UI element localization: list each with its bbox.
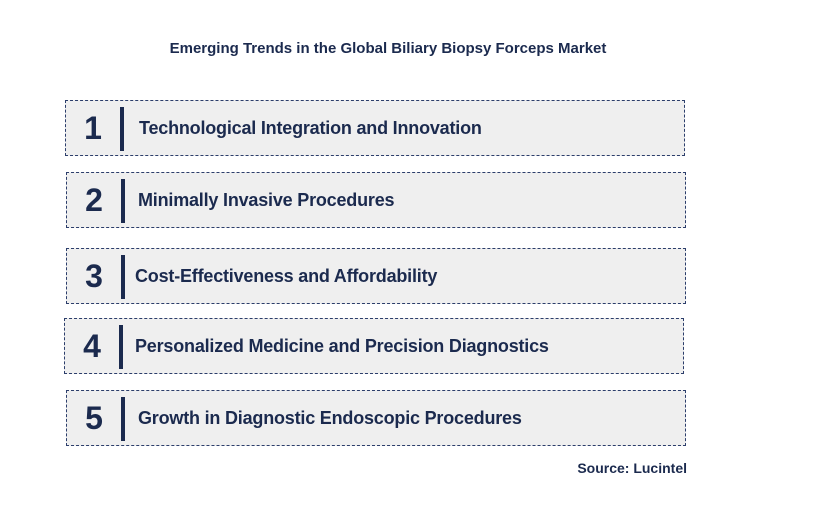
trend-divider [121, 397, 125, 441]
diagram-title: Emerging Trends in the Global Biliary Bi… [169, 40, 607, 57]
trend-box-2: 2 Minimally Invasive Procedures [66, 172, 686, 228]
trend-box-1: 1 Technological Integration and Innovati… [65, 100, 685, 156]
trend-label: Growth in Diagnostic Endoscopic Procedur… [138, 407, 522, 428]
trend-number: 1 [84, 109, 102, 146]
trend-box-3: 3 Cost-Effectiveness and Affordability [66, 248, 686, 304]
trend-divider [121, 255, 125, 299]
trend-number: 3 [85, 257, 103, 294]
trend-divider [120, 107, 124, 151]
trend-label: Minimally Invasive Procedures [138, 189, 395, 210]
trend-number: 2 [85, 181, 103, 218]
trend-box-5: 5 Growth in Diagnostic Endoscopic Proced… [66, 390, 686, 446]
trend-divider [121, 179, 125, 223]
trend-label: Technological Integration and Innovation [139, 117, 482, 138]
trend-box-4: 4 Personalized Medicine and Precision Di… [64, 318, 684, 374]
source-credit: Source: Lucintel [577, 460, 687, 476]
trend-label: Cost-Effectiveness and Affordability [135, 265, 438, 286]
trend-number: 4 [83, 327, 101, 364]
trend-number: 5 [85, 399, 103, 436]
trend-divider [119, 325, 123, 369]
trend-label: Personalized Medicine and Precision Diag… [135, 335, 549, 356]
